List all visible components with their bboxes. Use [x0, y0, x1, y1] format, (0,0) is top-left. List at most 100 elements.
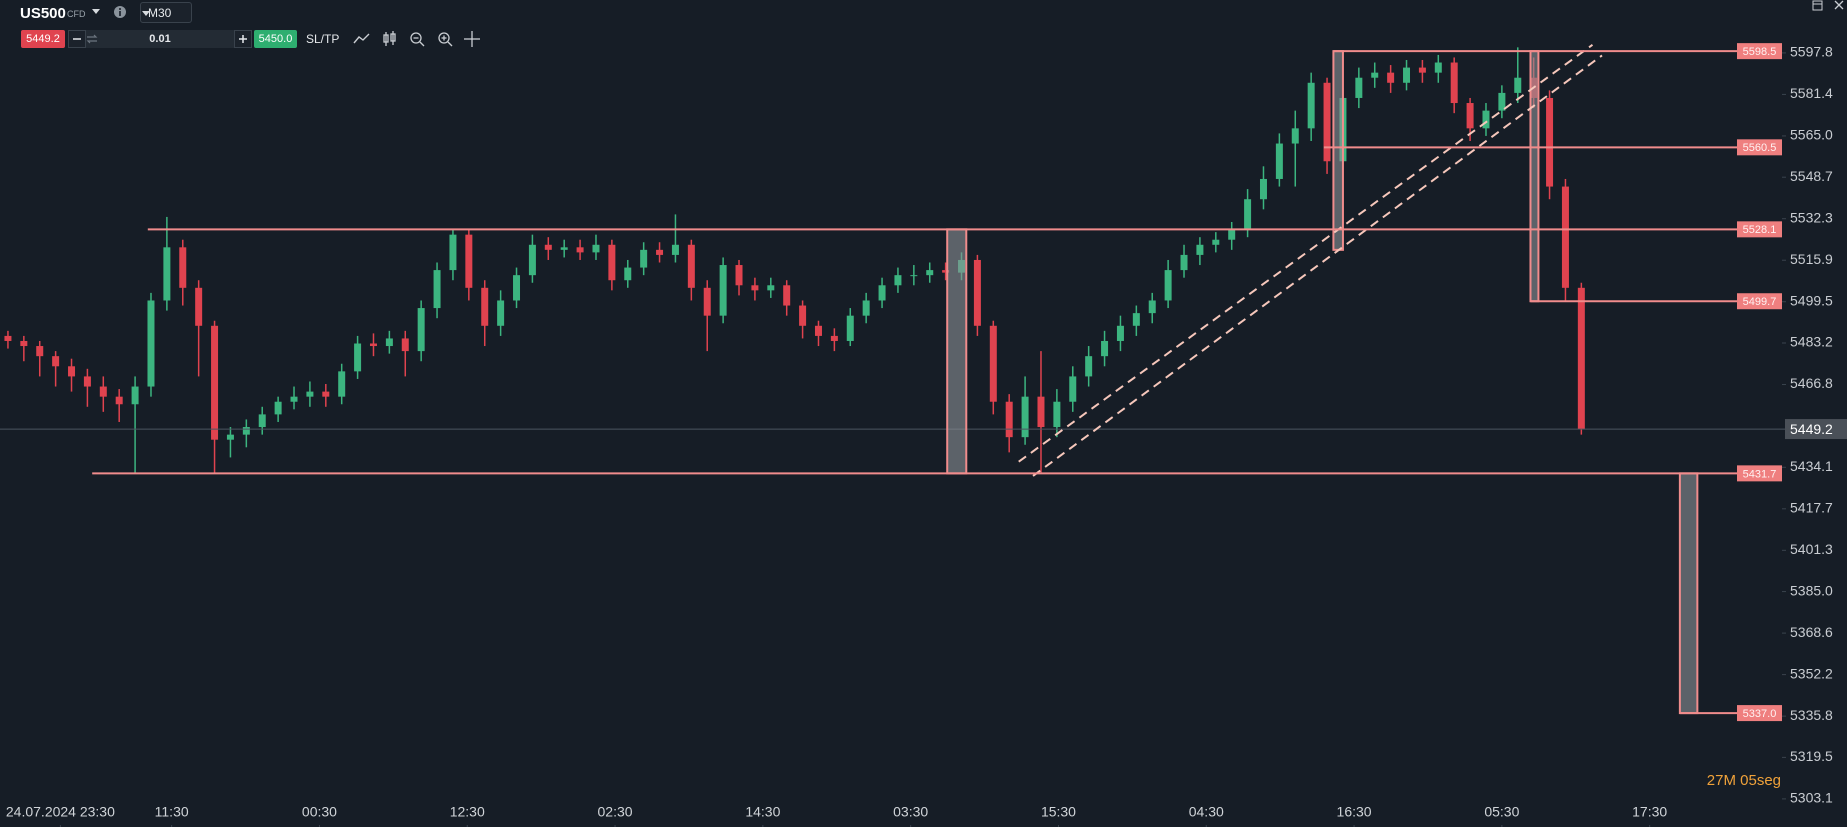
candle-body	[322, 391, 330, 397]
candle-body	[290, 396, 298, 402]
candle-body	[592, 244, 600, 253]
candle-body	[1418, 67, 1426, 73]
y-tick-label: 5515.9	[1790, 251, 1833, 267]
candle-body	[1371, 72, 1379, 78]
chart-tools[interactable]	[352, 29, 482, 51]
level-label: 5528.1	[1743, 224, 1777, 236]
level-label: 5337.0	[1743, 708, 1777, 720]
candle-body	[576, 247, 584, 253]
candle-body	[242, 427, 250, 435]
x-tick-label: 03:30	[893, 804, 928, 820]
candle-body	[1514, 77, 1522, 93]
y-tick-label: 5597.8	[1790, 44, 1833, 60]
lot-minus[interactable]	[68, 30, 86, 48]
level-label: 5598.5	[1743, 46, 1777, 58]
candle-body	[338, 371, 346, 397]
candle-body	[783, 285, 791, 306]
candle-body	[163, 247, 171, 301]
candle-body	[52, 356, 60, 367]
candle-body	[687, 244, 695, 288]
candle-body	[354, 343, 362, 372]
last-price-label: 5449.2	[1790, 421, 1833, 437]
candle-body	[1148, 300, 1156, 314]
candle-body	[258, 414, 266, 428]
lot-size: 0.01	[149, 33, 171, 45]
candle-body	[910, 275, 918, 277]
y-tick-label: 5466.8	[1790, 375, 1833, 391]
y-tick-label: 5499.5	[1790, 292, 1833, 308]
timeframe: M30	[148, 5, 172, 20]
y-tick-label: 5401.3	[1790, 541, 1833, 557]
candle-body	[4, 335, 12, 341]
candle-body	[1387, 72, 1395, 83]
candle-body	[624, 267, 632, 281]
symbol[interactable]: US500	[20, 4, 66, 22]
candle-body	[1355, 77, 1363, 98]
candle-body	[465, 234, 473, 288]
candle-body	[1021, 396, 1029, 438]
candle-body	[1561, 186, 1569, 288]
candle-body	[926, 270, 934, 276]
level-label-box	[1737, 705, 1782, 722]
lot-input[interactable]: 0.01	[86, 30, 234, 48]
candle-body	[846, 315, 854, 341]
candle-body	[306, 391, 314, 397]
candle-body	[703, 287, 711, 316]
candle-body	[1005, 401, 1013, 438]
window-controls[interactable]	[1811, 0, 1847, 12]
buy-button[interactable]: 5450.0	[254, 30, 297, 48]
candle-body	[1577, 287, 1585, 430]
candle-body	[1450, 62, 1458, 104]
candle-body	[1212, 239, 1220, 245]
symbol-caret[interactable]	[91, 8, 101, 16]
candle-body	[1101, 340, 1109, 357]
candle-body	[989, 325, 997, 402]
candle-body	[1291, 128, 1299, 144]
measure-box	[946, 228, 968, 475]
x-tick-label: 15:30	[1041, 804, 1076, 820]
candle-body	[1164, 270, 1172, 301]
level-label: 5499.7	[1743, 296, 1777, 308]
x-tick-label: 02:30	[598, 804, 633, 820]
candle-body	[401, 338, 409, 352]
sell-button[interactable]: 5449.2	[21, 30, 65, 48]
level-label-box	[1737, 221, 1782, 238]
candle-body	[369, 343, 377, 347]
level-label: 5560.5	[1743, 142, 1777, 154]
candle-body	[830, 335, 838, 341]
candle-body	[195, 287, 203, 326]
x-tick-label: 04:30	[1189, 804, 1224, 820]
candle-body	[481, 287, 489, 326]
sltp-button[interactable]: SL/TP	[306, 32, 340, 46]
candle-body	[211, 325, 219, 440]
candle-body	[1180, 254, 1188, 271]
y-tick-label: 5434.1	[1790, 458, 1833, 474]
candle-body	[513, 275, 521, 301]
candle-body	[1482, 110, 1490, 129]
measure-box	[1678, 472, 1699, 715]
candle-body	[1053, 401, 1061, 428]
x-tick-label: 17:30	[1632, 804, 1667, 820]
candle-body	[751, 285, 759, 291]
candle-body	[719, 265, 727, 316]
x-tick-label: 24.07.2024 23:30	[6, 804, 115, 820]
last-price-box	[1785, 419, 1847, 440]
candle-body	[767, 285, 775, 291]
y-tick-label: 5581.4	[1790, 85, 1833, 101]
lot-plus[interactable]	[234, 30, 252, 48]
candle-body	[608, 244, 616, 281]
y-tick-label: 5385.0	[1790, 582, 1833, 598]
candle-body	[942, 270, 950, 273]
info-icon[interactable]	[113, 5, 127, 19]
y-tick-label: 5352.2	[1790, 665, 1833, 681]
candle-body	[544, 244, 552, 250]
timeframe-select[interactable]: M30	[140, 2, 192, 23]
candle-body	[179, 247, 187, 288]
level-label-box	[1737, 139, 1782, 156]
candle-body	[1116, 325, 1124, 341]
candle-body	[1434, 62, 1442, 73]
candle-body	[1403, 67, 1411, 83]
candle-body	[226, 434, 234, 440]
